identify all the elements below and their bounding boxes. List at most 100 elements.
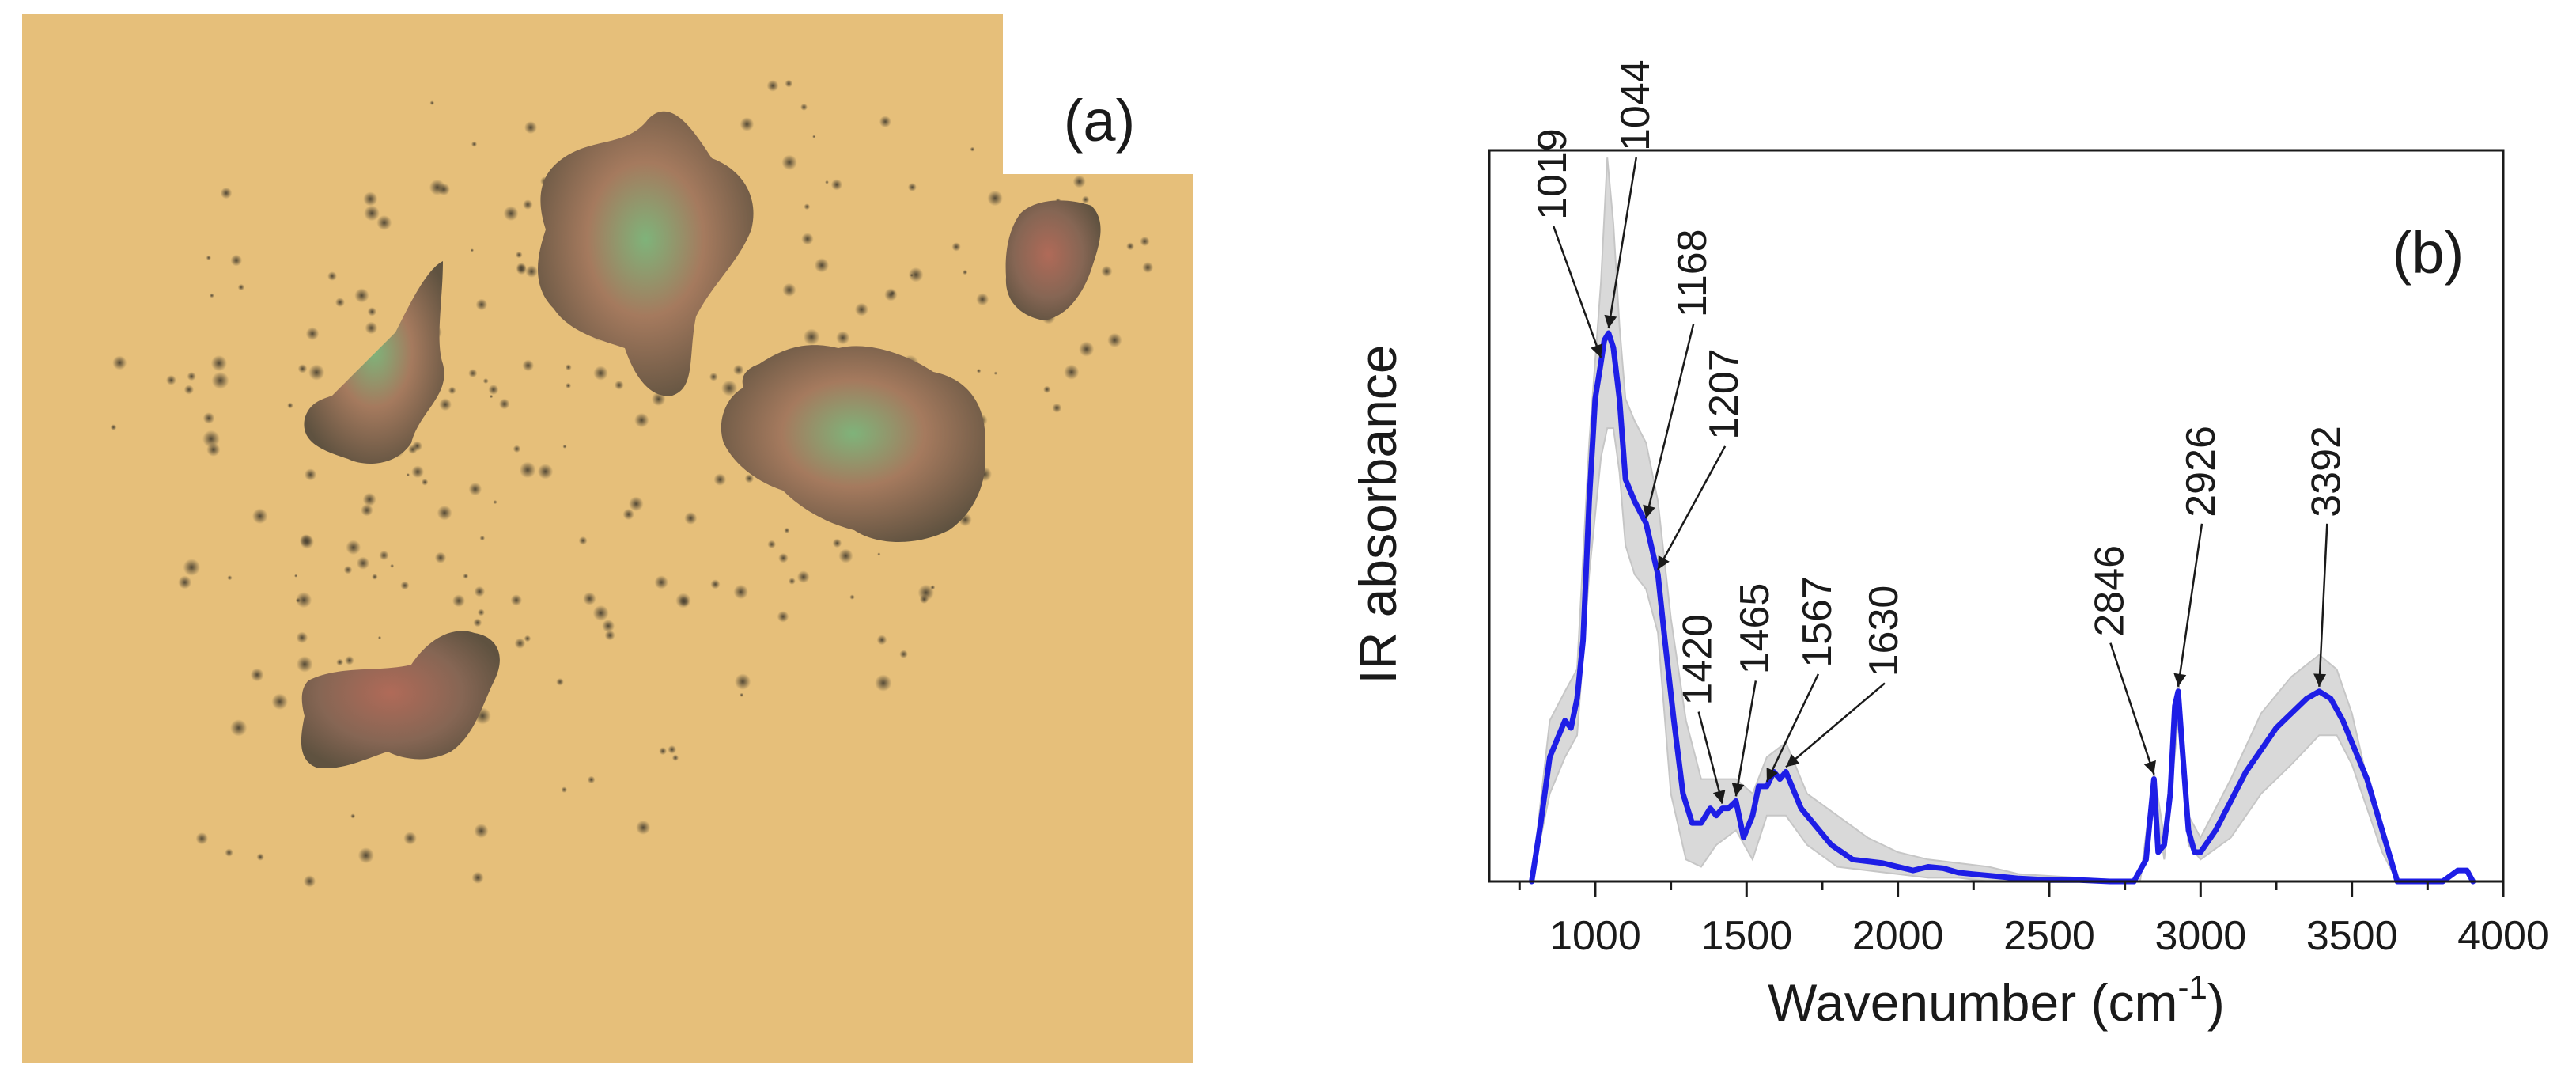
spectrum-point [2174,706,2175,707]
debris-speck [474,586,486,597]
debris-speck [1081,195,1090,204]
debris-speck [812,135,816,138]
debris-speck [908,267,924,282]
debris-speck [713,473,727,486]
debris-speck [271,693,289,710]
debris-speck [294,574,298,578]
debris-speck [524,121,537,135]
debris-speck [659,747,667,756]
spectrum-point [2467,870,2468,871]
annotation-arrow [2318,523,2328,687]
debris-speck [183,559,201,576]
debris-speck [1107,332,1122,348]
debris-speck [1043,385,1051,393]
spectrum-point [2215,830,2216,831]
annotation-arrow [2177,523,2203,687]
spectrum-point [2457,870,2458,871]
debris-speck [411,465,424,479]
x-tick-label: 4000 [2457,913,2549,959]
debris-speck [784,527,790,534]
peak-label-1630: 1630 [1861,586,1907,677]
debris-speck [565,382,572,388]
debris-speck [899,650,908,658]
particle-bottom-left [301,631,500,768]
spectrum-point [1943,868,1944,869]
debris-speck [879,116,891,128]
spectrum-point [1912,870,1913,871]
x-tick-label: 3000 [2154,913,2246,959]
spectrum-point [1831,844,1832,845]
debris-speck [195,832,208,845]
debris-speck [296,656,313,673]
debris-speck [675,593,691,608]
debris-speck [365,321,378,335]
spectrum-point [2319,691,2320,692]
debris-speck [471,871,484,884]
debris-speck [838,548,853,563]
debris-speck [308,364,325,381]
debris-speck [434,551,447,563]
annotation-arrowhead [1643,504,1655,519]
spectrum-point [1604,340,1605,341]
debris-speck [962,269,968,275]
x-tick-label: 1500 [1700,913,1792,959]
spectrum-point [1988,875,1989,876]
debris-speck [230,719,248,737]
peak-label-1465: 1465 [1732,583,1778,675]
debris-speck [522,359,534,372]
spectrum-point [2291,713,2292,714]
peak-label-2846: 2846 [2086,545,2132,637]
x-axis-ticks: 1000 1500 2000 2500 3000 3500 4000 [1518,881,2549,959]
peak-label-2926: 2926 [2178,426,2224,517]
debris-speck [488,385,499,395]
debris-speck [970,146,975,152]
debris-speck [390,563,395,568]
spectrum-point [2182,749,2183,750]
spectrum-point [1743,837,1744,838]
x-tick-label: 2000 [1852,913,1944,959]
spectrum-point [1549,756,1550,757]
spectrum-point [1786,771,1787,772]
debris-speck [825,180,829,184]
peak-label-1168: 1168 [1670,229,1715,317]
spectrum-point [1735,801,1736,802]
spectrum-point [2276,728,2277,729]
spectrum-point [1559,735,1560,736]
debris-speck [907,183,917,191]
spectrum-point [1927,866,1928,867]
debris-speck [875,674,892,692]
annotation-arrow [1785,682,1886,768]
x-axis-label-main: Wavenumber (cm [1768,973,2177,1032]
peak-label-3392: 3392 [2303,426,2349,517]
debris-speck [210,355,227,372]
debris-speck [187,372,196,381]
mean-spectrum-layer [1529,330,2476,885]
debris-speck [448,386,456,395]
spectrum-point [2260,749,2261,750]
debris-speck [1101,265,1113,277]
debris-speck [489,394,494,399]
spectrum-point [1801,808,1802,809]
debris-speck [516,263,528,275]
debris-speck [376,215,392,230]
debris-speck [654,575,668,589]
x-tick-label: 3500 [2306,913,2398,959]
debris-speck [178,575,192,589]
debris-speck [777,611,789,623]
annotation-arrow [1765,673,1820,783]
debris-speck [561,786,568,793]
debris-speck [112,355,127,370]
debris-speck [524,635,531,642]
debris-speck [237,283,245,291]
debris-speck [830,179,842,191]
debris-speck [379,550,389,561]
spectrum-point [1897,866,1898,867]
peak-label-1019: 1019 [1530,128,1575,220]
spectrum-point [2164,844,2165,845]
annotation-arrow [1734,680,1757,797]
debris-speck [814,258,830,273]
annotation-arrow [1553,226,1602,358]
debris-speck [503,206,519,222]
annotation-arrowhead [2313,673,2327,687]
debris-speck [211,371,229,389]
